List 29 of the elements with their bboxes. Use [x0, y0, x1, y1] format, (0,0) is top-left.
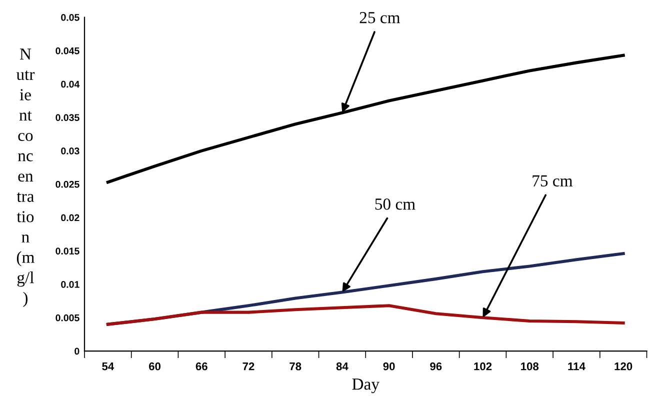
annotation: 75 cm: [532, 175, 573, 186]
x-tick-label: 60: [149, 362, 161, 370]
line-series: [106, 304, 625, 326]
y-tick-label: 0.025: [56, 180, 80, 188]
x-tick-label: 96: [430, 362, 442, 370]
y-tick-label: 0: [74, 348, 80, 355]
x-tick-label: 102: [474, 362, 492, 370]
x-tick-label: 108: [521, 362, 539, 370]
y-tick-label: 0.015: [56, 248, 80, 255]
x-axis-title: Day: [352, 378, 380, 394]
y-tick-label: 0.035: [56, 114, 80, 122]
x-tick-label: 66: [196, 362, 208, 370]
annotation: 50 cm: [375, 198, 416, 210]
x-tick-label: 54: [102, 362, 114, 370]
x-tick-label: 90: [383, 362, 395, 370]
text: N utr ie nt co nc en tra tio n (m g/l ): [16, 48, 35, 307]
y-tick-label: 0.04: [61, 80, 80, 88]
x-tick-label: 84: [336, 362, 348, 370]
y-tick-label: 0.005: [56, 314, 80, 322]
annotation: 25 cm: [360, 12, 400, 24]
y-tick-label: 0.03: [61, 148, 80, 154]
y-tick-label: 0.01: [61, 281, 80, 288]
x-tick-label: 114: [568, 362, 586, 370]
y-tick-label: 0.05: [61, 14, 80, 21]
y-tick-label: 0.045: [56, 47, 80, 54]
x-tick-label: 78: [290, 362, 302, 370]
x-tick-label: 120: [614, 362, 632, 370]
y-tick-label: 0.02: [61, 214, 80, 222]
x-tick-label: 72: [242, 362, 254, 370]
